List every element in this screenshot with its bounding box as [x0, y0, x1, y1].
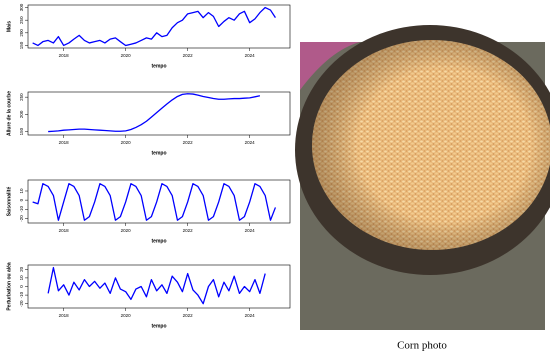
x-axis-label: tempo	[152, 63, 167, 69]
y-tick-label: 250	[19, 93, 24, 101]
y-axis-label: Allure de la courbe	[6, 91, 12, 136]
x-tick-label: 2024	[245, 140, 256, 145]
y-tick-label: 0	[19, 198, 24, 201]
x-tick-label: 2022	[183, 228, 194, 233]
photo-caption: Corn photo	[397, 340, 447, 352]
x-tick-label: 2018	[59, 140, 70, 145]
x-tick-label: 2018	[59, 313, 70, 318]
photo-cloth	[300, 42, 360, 90]
x-tick-label: 2020	[121, 140, 132, 145]
y-tick-label: 20	[19, 266, 24, 272]
series-line	[32, 183, 277, 221]
y-tick-label: 250	[19, 16, 24, 24]
y-tick-label: -10	[19, 291, 24, 298]
plot-frame	[27, 4, 291, 49]
plot-frame	[27, 264, 291, 309]
x-tick-label: 2024	[245, 313, 256, 318]
y-tick-label: 10	[19, 275, 24, 281]
series-line	[32, 6, 276, 47]
y-tick-label: -20	[19, 300, 24, 307]
x-tick-label: 2022	[183, 313, 194, 318]
x-tick-label: 2022	[183, 140, 194, 145]
x-tick-label: 2024	[245, 228, 256, 233]
y-tick-label: 150	[19, 41, 24, 49]
plot-frame	[27, 91, 291, 136]
y-tick-label: 150	[19, 127, 24, 135]
y-tick-label: 0	[19, 285, 24, 288]
x-tick-label: 2018	[59, 53, 70, 58]
y-axis-label: Mais	[6, 21, 12, 32]
x-axis-label: tempo	[152, 150, 167, 156]
y-tick-label: -20	[19, 215, 24, 222]
y-tick-label: 10	[19, 188, 24, 194]
y-tick-label: 300	[19, 3, 24, 11]
x-tick-label: 2018	[59, 228, 70, 233]
x-axis-label: tempo	[152, 238, 167, 244]
x-tick-label: 2024	[245, 53, 256, 58]
x-tick-label: 2020	[121, 53, 132, 58]
x-tick-label: 2020	[121, 228, 132, 233]
y-axis-label: Perturbation ou aléa	[6, 262, 12, 311]
grain-shade	[312, 40, 550, 250]
x-axis-label: tempo	[152, 323, 167, 329]
series-line	[48, 93, 261, 133]
plot-frame	[27, 179, 291, 224]
y-tick-label: 200	[19, 110, 24, 118]
y-tick-label: -10	[19, 206, 24, 213]
corn-photo	[295, 25, 550, 330]
x-tick-label: 2020	[121, 313, 132, 318]
y-tick-label: 200	[19, 29, 24, 37]
series-line	[47, 266, 266, 305]
x-tick-label: 2022	[183, 53, 194, 58]
y-axis-label: Saisonnalité	[6, 187, 12, 217]
